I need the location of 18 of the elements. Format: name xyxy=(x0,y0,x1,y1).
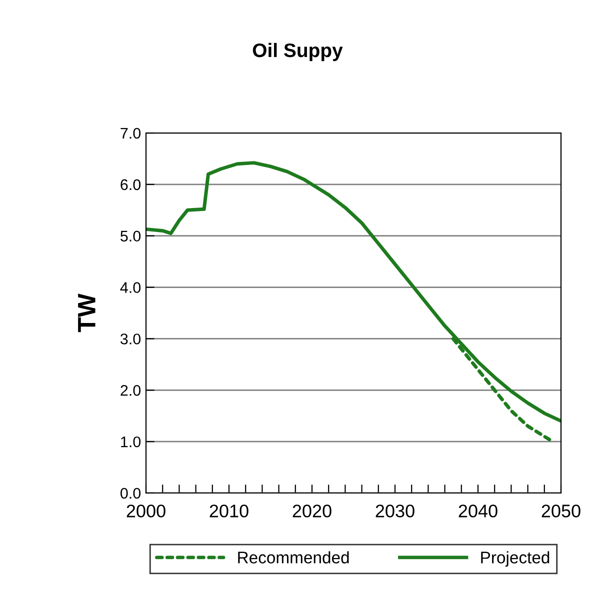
legend-label: Recommended xyxy=(238,551,349,564)
x-tick-label: 2030 xyxy=(376,504,414,518)
y-tick-label: 2.0 xyxy=(120,385,141,396)
y-tick-label: 5.0 xyxy=(120,230,141,242)
y-tick-label: 7.0 xyxy=(120,128,141,139)
y-tick-label: 3.0 xyxy=(120,334,141,344)
x-tick-label: 2020 xyxy=(292,504,332,518)
chart-title: Oil Suppy xyxy=(252,42,343,62)
y-tick-label: 1.0 xyxy=(121,436,141,448)
x-tick-label: 2050 xyxy=(542,504,580,518)
x-tick-label: 2010 xyxy=(210,504,248,518)
y-tick-label: 6.0 xyxy=(120,179,141,190)
y-axis-title: TW xyxy=(78,294,96,332)
legend-label: Projected xyxy=(481,551,550,567)
y-tick-label: 4.0 xyxy=(120,282,141,293)
x-tick-label: 2040 xyxy=(458,504,498,518)
x-tick-label: 2000 xyxy=(126,504,166,518)
y-tick-label: 0.0 xyxy=(120,488,141,499)
